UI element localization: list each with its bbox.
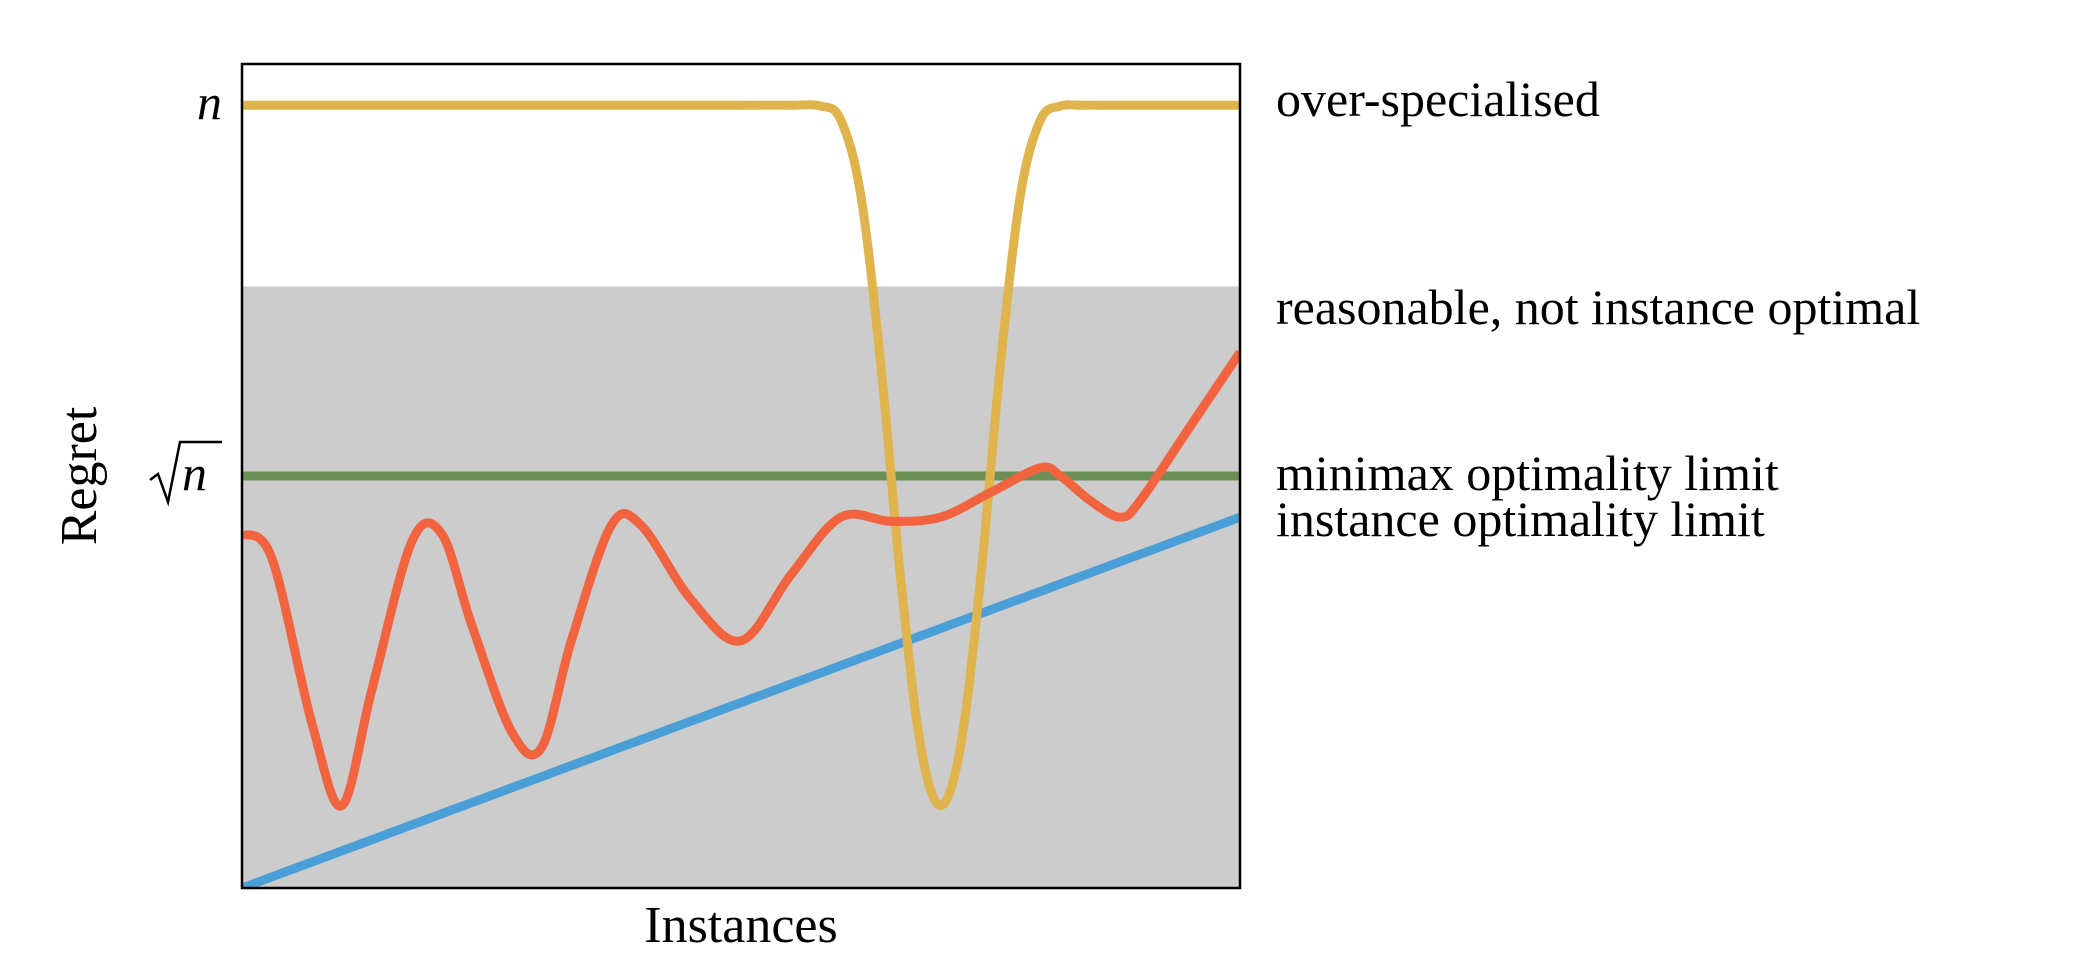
series-line-reasonable-not-instance-optimal [242, 349, 1240, 811]
reasonable-region-band [242, 286, 1240, 889]
series-line-instance-optimality-limit [242, 512, 1240, 888]
plot-frame [240, 62, 1242, 890]
series-annotation-over-specialised: over-specialised [1276, 71, 1600, 127]
series-annotation-minimax-optimality-limit: minimax optimality limit [1276, 445, 1779, 501]
series-line-over-specialised [242, 100, 1240, 811]
ytick-label-sqrt-n-text: n [182, 445, 207, 501]
sqrt-symbol [149, 440, 222, 507]
y-axis-label: Regret [51, 406, 108, 545]
series-annotation-instance-optimality-limit: instance optimality limit [1276, 491, 1765, 547]
series-annotation-reasonable-not-instance-optimal: reasonable, not instance optimal [1276, 279, 1920, 335]
ytick-label-n: n [197, 74, 222, 130]
x-axis-label: Instances [644, 897, 837, 954]
ytick-label-sqrt-n: n [149, 440, 222, 507]
